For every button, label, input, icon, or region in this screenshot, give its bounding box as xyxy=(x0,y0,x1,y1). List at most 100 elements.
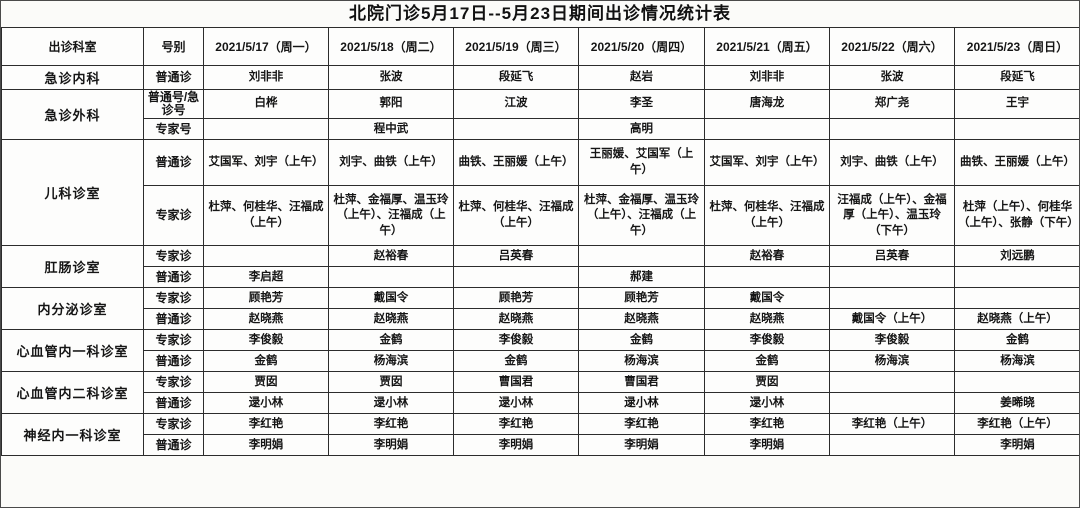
schedule-cell: 曹国君 xyxy=(453,371,579,394)
table-row: 专家号 程中武 高明 xyxy=(2,118,1079,141)
visit-type-cell: 专家诊 xyxy=(143,245,204,268)
schedule-cell: 金鹤 xyxy=(453,350,579,373)
table-row: 专家诊 杜萍、何桂华、汪福成（上午） 杜萍、金福厚、温玉玲（上午）、汪福成（上午）杜… xyxy=(2,185,1079,247)
visit-type-cell: 专家诊 xyxy=(143,413,204,436)
schedule-cell: 戴国令 xyxy=(704,287,830,310)
schedule-cell: 郑广尧 xyxy=(829,88,955,120)
schedule-cell: 刘宇、曲铁（上午） xyxy=(829,139,955,187)
schedule-cell: 吕英春 xyxy=(453,245,579,268)
schedule-cell xyxy=(954,118,1079,141)
schedule-cell: 李明娟 xyxy=(328,434,454,457)
schedule-cell: 赵晓燕 xyxy=(203,308,329,331)
table-row: 急诊内科 普通诊 刘非非 张波 段延飞 赵岩 刘非非 张波 段延飞 xyxy=(1,65,1079,90)
schedule-cell: 李俊毅 xyxy=(203,329,329,352)
schedule-cell: 赵晓燕 xyxy=(578,308,705,331)
schedule-cell: 李红艳 xyxy=(704,413,830,436)
visit-type-cell: 普通诊 xyxy=(143,139,204,187)
schedule-cell xyxy=(704,266,830,289)
column-header: 2021/5/22（周六） xyxy=(829,27,955,66)
schedule-cell: 赵晓燕 xyxy=(704,308,830,331)
schedule-cell: 赵晓燕 xyxy=(328,308,454,331)
schedule-cell xyxy=(954,287,1079,310)
department-cell: 心血管内二科诊室 xyxy=(1,371,144,415)
schedule-cell: 李俊毅 xyxy=(704,329,830,352)
schedule-cell: 曹国君 xyxy=(578,371,705,394)
schedule-cell: 杜萍、金福厚、温玉玲（上午）、汪福成（上午） xyxy=(328,185,454,247)
schedule-cell: 吕英春 xyxy=(829,245,955,268)
department-cell: 神经内一科诊室 xyxy=(1,413,144,457)
department-cell: 心血管内一科诊室 xyxy=(1,329,144,373)
table-row: 儿科诊室 普通诊 艾国军、刘宇（上午） 刘宇、曲铁（上午） 曲铁、王丽媛（上午） 王丽媛、… xyxy=(1,139,1079,247)
schedule-cell: 李红艳 xyxy=(328,413,454,436)
schedule-cell: 金鹤 xyxy=(704,350,830,373)
schedule-body: 急诊内科 普通诊 刘非非 张波 段延飞 赵岩 刘非非 张波 段延飞 急诊外科 普通号/急诊号 白桦 郭阳… xyxy=(1,65,1079,457)
schedule-cell: 唐海龙 xyxy=(704,88,830,120)
column-header: 2021/5/20（周四） xyxy=(578,27,705,66)
column-header: 2021/5/19（周三） xyxy=(453,27,579,66)
schedule-cell: 逯小林 xyxy=(704,392,830,415)
schedule-cell: 李俊毅 xyxy=(453,329,579,352)
department-cell: 内分泌诊室 xyxy=(1,287,144,331)
column-header: 2021/5/21（周五） xyxy=(704,27,830,66)
schedule-cell: 杜萍、金福厚、温玉玲（上午）、汪福成（上午） xyxy=(578,185,705,247)
schedule-cell: 贾囡 xyxy=(203,371,329,394)
schedule-cell: 张波 xyxy=(328,65,454,90)
schedule-cell: 艾国军、刘宇（上午） xyxy=(704,139,830,187)
schedule-cell: 李明娟 xyxy=(954,434,1079,457)
schedule-cell: 杜萍（上午）、何桂华（上午）、张静（下午） xyxy=(954,185,1079,247)
column-header: 2021/5/18（周二） xyxy=(328,27,454,66)
schedule-cell: 李红艳（上午） xyxy=(829,413,955,436)
schedule-cell: 赵岩 xyxy=(578,65,705,90)
column-header: 2021/5/17（周一） xyxy=(203,27,329,66)
table-row: 普通诊 赵晓燕 赵晓燕 赵晓燕 赵晓燕 赵晓燕 戴国令（上午） 赵晓燕（上午） xyxy=(2,308,1079,331)
schedule-cell: 李俊毅 xyxy=(829,329,955,352)
department-cell: 急诊内科 xyxy=(1,65,144,90)
table-row: 普通诊 逯小林 逯小林 逯小林 逯小林 逯小林 姜晞晓 xyxy=(2,392,1079,415)
schedule-cell: 曲铁、王丽媛（上午） xyxy=(954,139,1079,187)
visit-type-cell: 普通诊 xyxy=(143,434,204,457)
department-cell: 急诊外科 xyxy=(1,88,144,141)
visit-type-cell: 普通号/急诊号 xyxy=(143,88,204,120)
visit-type-cell: 普通诊 xyxy=(143,266,204,289)
department-cell: 儿科诊室 xyxy=(1,139,144,247)
schedule-cell: 李圣 xyxy=(578,88,705,120)
schedule-cell: 李启超 xyxy=(203,266,329,289)
schedule-cell: 杨海滨 xyxy=(578,350,705,373)
schedule-cell: 张波 xyxy=(829,65,955,90)
schedule-cell: 杨海滨 xyxy=(954,350,1079,373)
schedule-cell: 段延飞 xyxy=(954,65,1079,90)
visit-type-cell: 普通诊 xyxy=(143,65,204,90)
schedule-cell: 刘宇、曲铁（上午） xyxy=(328,139,454,187)
schedule-cell: 逯小林 xyxy=(328,392,454,415)
schedule-cell xyxy=(328,266,454,289)
schedule-cell: 赵裕春 xyxy=(328,245,454,268)
schedule-cell: 杜萍、何桂华、汪福成（上午） xyxy=(704,185,830,247)
schedule-cell: 曲铁、王丽媛（上午） xyxy=(453,139,579,187)
visit-type-cell: 专家号 xyxy=(143,118,204,141)
department-cell: 肛肠诊室 xyxy=(1,245,144,289)
schedule-cell: 段延飞 xyxy=(453,65,579,90)
table-row: 心血管内一科诊室 专家诊 李俊毅 金鹤 李俊毅 金鹤 李俊毅 李俊毅 金鹤 xyxy=(1,329,1079,373)
schedule-cell: 姜晞晓 xyxy=(954,392,1079,415)
schedule-cell: 李明娟 xyxy=(453,434,579,457)
schedule-cell xyxy=(829,392,955,415)
schedule-cell xyxy=(829,118,955,141)
schedule-cell: 王宇 xyxy=(954,88,1079,120)
schedule-cell xyxy=(704,118,830,141)
schedule-table: 出诊科室 号别 2021/5/17（周一） 2021/5/18（周二） 2021/5/1… xyxy=(1,27,1079,457)
visit-type-cell: 普通诊 xyxy=(143,350,204,373)
schedule-cell: 戴国令 xyxy=(328,287,454,310)
schedule-cell: 顾艳芳 xyxy=(203,287,329,310)
schedule-cell: 李明娟 xyxy=(578,434,705,457)
schedule-cell: 江波 xyxy=(453,88,579,120)
schedule-cell: 贾囡 xyxy=(328,371,454,394)
schedule-cell: 郭阳 xyxy=(328,88,454,120)
column-header: 号别 xyxy=(143,27,204,66)
schedule-cell: 杨海滨 xyxy=(829,350,955,373)
schedule-cell: 金鹤 xyxy=(328,329,454,352)
schedule-cell: 刘非非 xyxy=(203,65,329,90)
table-row: 神经内一科诊室 专家诊 李红艳 李红艳 李红艳 李红艳 李红艳 李红艳（上午） 李红艳（上午） xyxy=(1,413,1079,457)
schedule-cell: 金鹤 xyxy=(203,350,329,373)
schedule-cell: 顾艳芳 xyxy=(578,287,705,310)
